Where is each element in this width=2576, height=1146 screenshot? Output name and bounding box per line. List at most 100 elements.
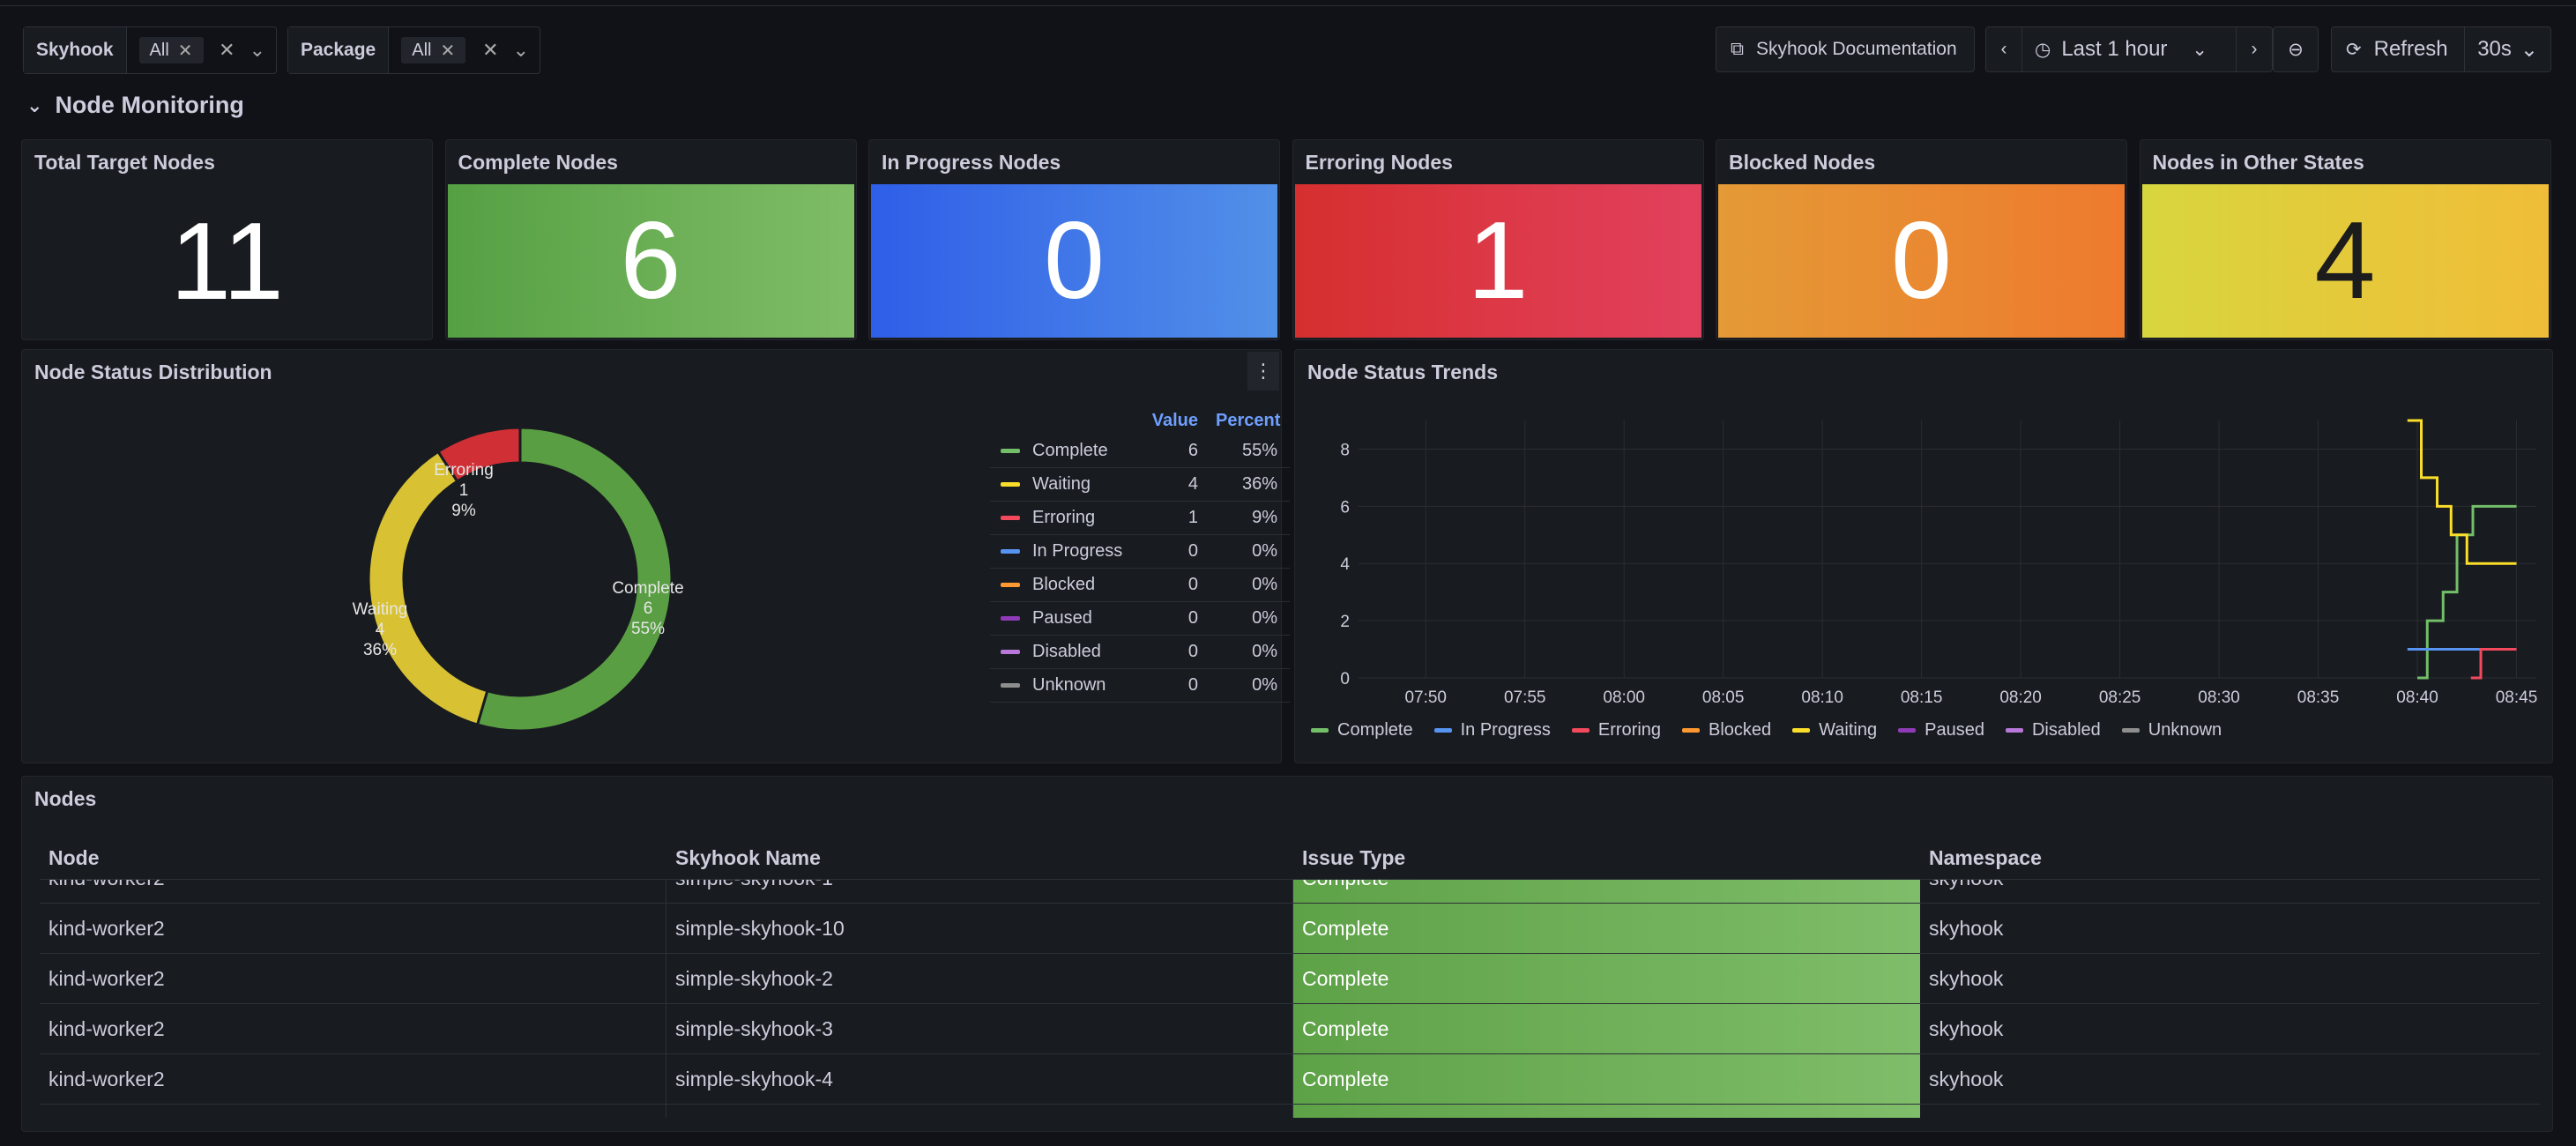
clear-icon[interactable]: ✕ bbox=[219, 39, 235, 61]
legend-swatch bbox=[2005, 728, 2023, 733]
close-icon[interactable]: ✕ bbox=[177, 41, 193, 61]
chevron-down-icon[interactable]: ⌄ bbox=[512, 39, 529, 61]
legend-row[interactable]: Waiting 4 36% bbox=[990, 468, 1290, 502]
cell-skyhook-name: simple-skyhook-2 bbox=[666, 954, 1293, 1003]
cell-node: kind-worker2 bbox=[40, 1054, 666, 1104]
docs-link-button[interactable]: ⧉ Skyhook Documentation bbox=[1716, 26, 1975, 72]
legend-label: In Progress bbox=[1460, 720, 1551, 740]
legend-row[interactable]: Erroring 1 9% bbox=[990, 502, 1290, 535]
cell-namespace: skyhook bbox=[1929, 916, 2004, 940]
legend-row[interactable]: Paused 0 0% bbox=[990, 602, 1290, 636]
legend-value: 6 bbox=[1187, 441, 1198, 460]
legend-header-value[interactable]: Value bbox=[1151, 410, 1198, 430]
panel-menu-icon[interactable]: ⋮ bbox=[1247, 352, 1279, 391]
legend-label: Disabled bbox=[2031, 720, 2101, 740]
legend-row[interactable]: In Progress 0 0% bbox=[990, 535, 1290, 569]
chevron-left-icon[interactable]: ‹ bbox=[1986, 27, 2022, 71]
legend-name: Paused bbox=[1032, 608, 1092, 628]
clock-icon: ◷ bbox=[2035, 39, 2051, 60]
stat-panel-0: Total Target Nodes 11 bbox=[21, 139, 433, 340]
refresh-button[interactable]: ⟳ Refresh 30s ⌄ bbox=[2331, 26, 2551, 72]
package-chip-label: All bbox=[412, 40, 432, 60]
chevron-down-icon: ⌄ bbox=[2520, 37, 2538, 62]
donut-segment-erroring[interactable] bbox=[436, 426, 522, 484]
series-line-in-progress[interactable] bbox=[2407, 648, 2483, 678]
donut-label-waiting-percent: 36% bbox=[363, 641, 397, 659]
stat-title: In Progress Nodes bbox=[882, 151, 1061, 174]
legend-item[interactable]: Unknown bbox=[2121, 720, 2222, 740]
trend-chart: 07:50 07:55 08:00 08:05 08:10 08:15 08:20 08:25… bbox=[1340, 419, 2537, 707]
cell-issue-type: Complete bbox=[1293, 904, 1920, 953]
cell-namespace: skyhook bbox=[1920, 880, 2540, 890]
table-row[interactable]: kind-worker2 simple-skyhook-1 Complete s… bbox=[40, 880, 2540, 904]
column-header-skyhook-name[interactable]: Skyhook Name bbox=[675, 846, 821, 869]
legend-swatch bbox=[1001, 516, 1020, 520]
package-variable[interactable]: Package All ✕ ✕ ⌄ bbox=[287, 26, 540, 74]
donut-label-complete-value: 6 bbox=[644, 599, 653, 618]
table-row[interactable]: kind-worker2 simple-skyhook-2 Complete s… bbox=[40, 954, 2540, 1004]
zoom-out-button[interactable]: ⊖ bbox=[2273, 26, 2319, 72]
legend-percent: 0% bbox=[1252, 675, 1277, 695]
legend-name: Blocked bbox=[1032, 575, 1096, 594]
legend-swatch bbox=[1792, 728, 1811, 733]
close-icon[interactable]: ✕ bbox=[440, 41, 456, 61]
legend-header-percent[interactable]: Percent bbox=[1216, 410, 1281, 430]
table-row[interactable]: kind-worker2 simple-skyhook-10 Complete … bbox=[40, 904, 2540, 954]
cell-namespace: skyhook bbox=[1929, 1016, 2004, 1040]
legend-row[interactable]: Complete 6 55% bbox=[990, 435, 1290, 468]
refresh-label: Refresh bbox=[2373, 37, 2448, 61]
series-line-complete[interactable] bbox=[2417, 504, 2517, 680]
chevron-down-icon: ⌄ bbox=[26, 93, 43, 116]
donut-segment-complete[interactable] bbox=[475, 426, 674, 733]
refresh-interval-picker[interactable]: 30s ⌄ bbox=[2464, 27, 2550, 71]
x-tick-label: 08:05 bbox=[1702, 688, 1745, 707]
table-row[interactable]: kind-worker2 simple-skyhook-4 Complete s… bbox=[40, 1054, 2540, 1105]
table-row[interactable]: kind-worker2 simple-skyhook-3 Complete s… bbox=[40, 1004, 2540, 1054]
legend-item[interactable]: Waiting bbox=[1792, 720, 1877, 740]
legend-value: 0 bbox=[1187, 541, 1198, 561]
time-picker[interactable]: ‹ ◷ Last 1 hour ⌄ › bbox=[1985, 26, 2273, 72]
legend-row[interactable]: Disabled 0 0% bbox=[990, 636, 1290, 669]
column-header-issue-type[interactable]: Issue Type bbox=[1302, 846, 1406, 869]
legend-value: 0 bbox=[1187, 675, 1198, 695]
column-header-namespace[interactable]: Namespace bbox=[1929, 846, 2042, 869]
skyhook-variable-label: Skyhook bbox=[24, 27, 127, 73]
clear-icon[interactable]: ✕ bbox=[482, 39, 499, 61]
legend-swatch bbox=[1898, 728, 1917, 733]
legend-row[interactable]: Blocked 0 0% bbox=[990, 569, 1290, 602]
legend-item[interactable]: Complete bbox=[1311, 720, 1413, 740]
skyhook-variable[interactable]: Skyhook All ✕ ✕ ⌄ bbox=[23, 26, 277, 74]
legend-swatch bbox=[1682, 728, 1701, 733]
y-tick-label: 6 bbox=[1340, 498, 1350, 517]
package-chip[interactable]: All ✕ bbox=[401, 37, 466, 63]
series-line-waiting[interactable] bbox=[2407, 419, 2517, 565]
stat-value: 0 bbox=[871, 184, 1277, 338]
x-tick-label: 08:15 bbox=[1901, 688, 1943, 707]
column-header-node[interactable]: Node bbox=[48, 846, 100, 869]
series-line-erroring[interactable] bbox=[2470, 648, 2517, 680]
x-tick-label: 08:00 bbox=[1603, 688, 1645, 707]
legend-row[interactable]: Unknown 0 0% bbox=[990, 669, 1290, 703]
chevron-down-icon[interactable]: ⌄ bbox=[2192, 39, 2208, 60]
legend-item[interactable]: Blocked bbox=[1682, 720, 1771, 740]
stat-value: 11 bbox=[170, 201, 284, 323]
skyhook-chip[interactable]: All ✕ bbox=[138, 37, 204, 63]
donut-segment-waiting[interactable] bbox=[367, 450, 489, 726]
node-status-distribution-panel: Node Status Distribution ⋮ Complete 6 55% … bbox=[21, 349, 1290, 763]
legend-item[interactable]: Disabled bbox=[2005, 720, 2101, 740]
legend-item[interactable]: Erroring bbox=[1571, 720, 1661, 740]
cell-issue-type: Complete bbox=[1293, 1054, 1920, 1104]
stat-panel-5: Nodes in Other States 4 bbox=[2139, 139, 2551, 340]
legend-value: 0 bbox=[1187, 575, 1198, 594]
chevron-right-icon[interactable]: › bbox=[2236, 27, 2272, 71]
legend-item[interactable]: In Progress bbox=[1433, 720, 1551, 740]
section-node-monitoring[interactable]: ⌄ Node Monitoring bbox=[26, 92, 244, 119]
cell-skyhook-name: simple-skyhook-4 bbox=[666, 1054, 1293, 1104]
legend-value: 0 bbox=[1187, 642, 1198, 661]
table-row-partial bbox=[40, 1105, 2540, 1118]
nodes-table: Node Skyhook Name Issue Type Namespace k… bbox=[40, 830, 2540, 1118]
legend-item[interactable]: Paused bbox=[1898, 720, 1984, 740]
chevron-down-icon[interactable]: ⌄ bbox=[249, 39, 265, 61]
